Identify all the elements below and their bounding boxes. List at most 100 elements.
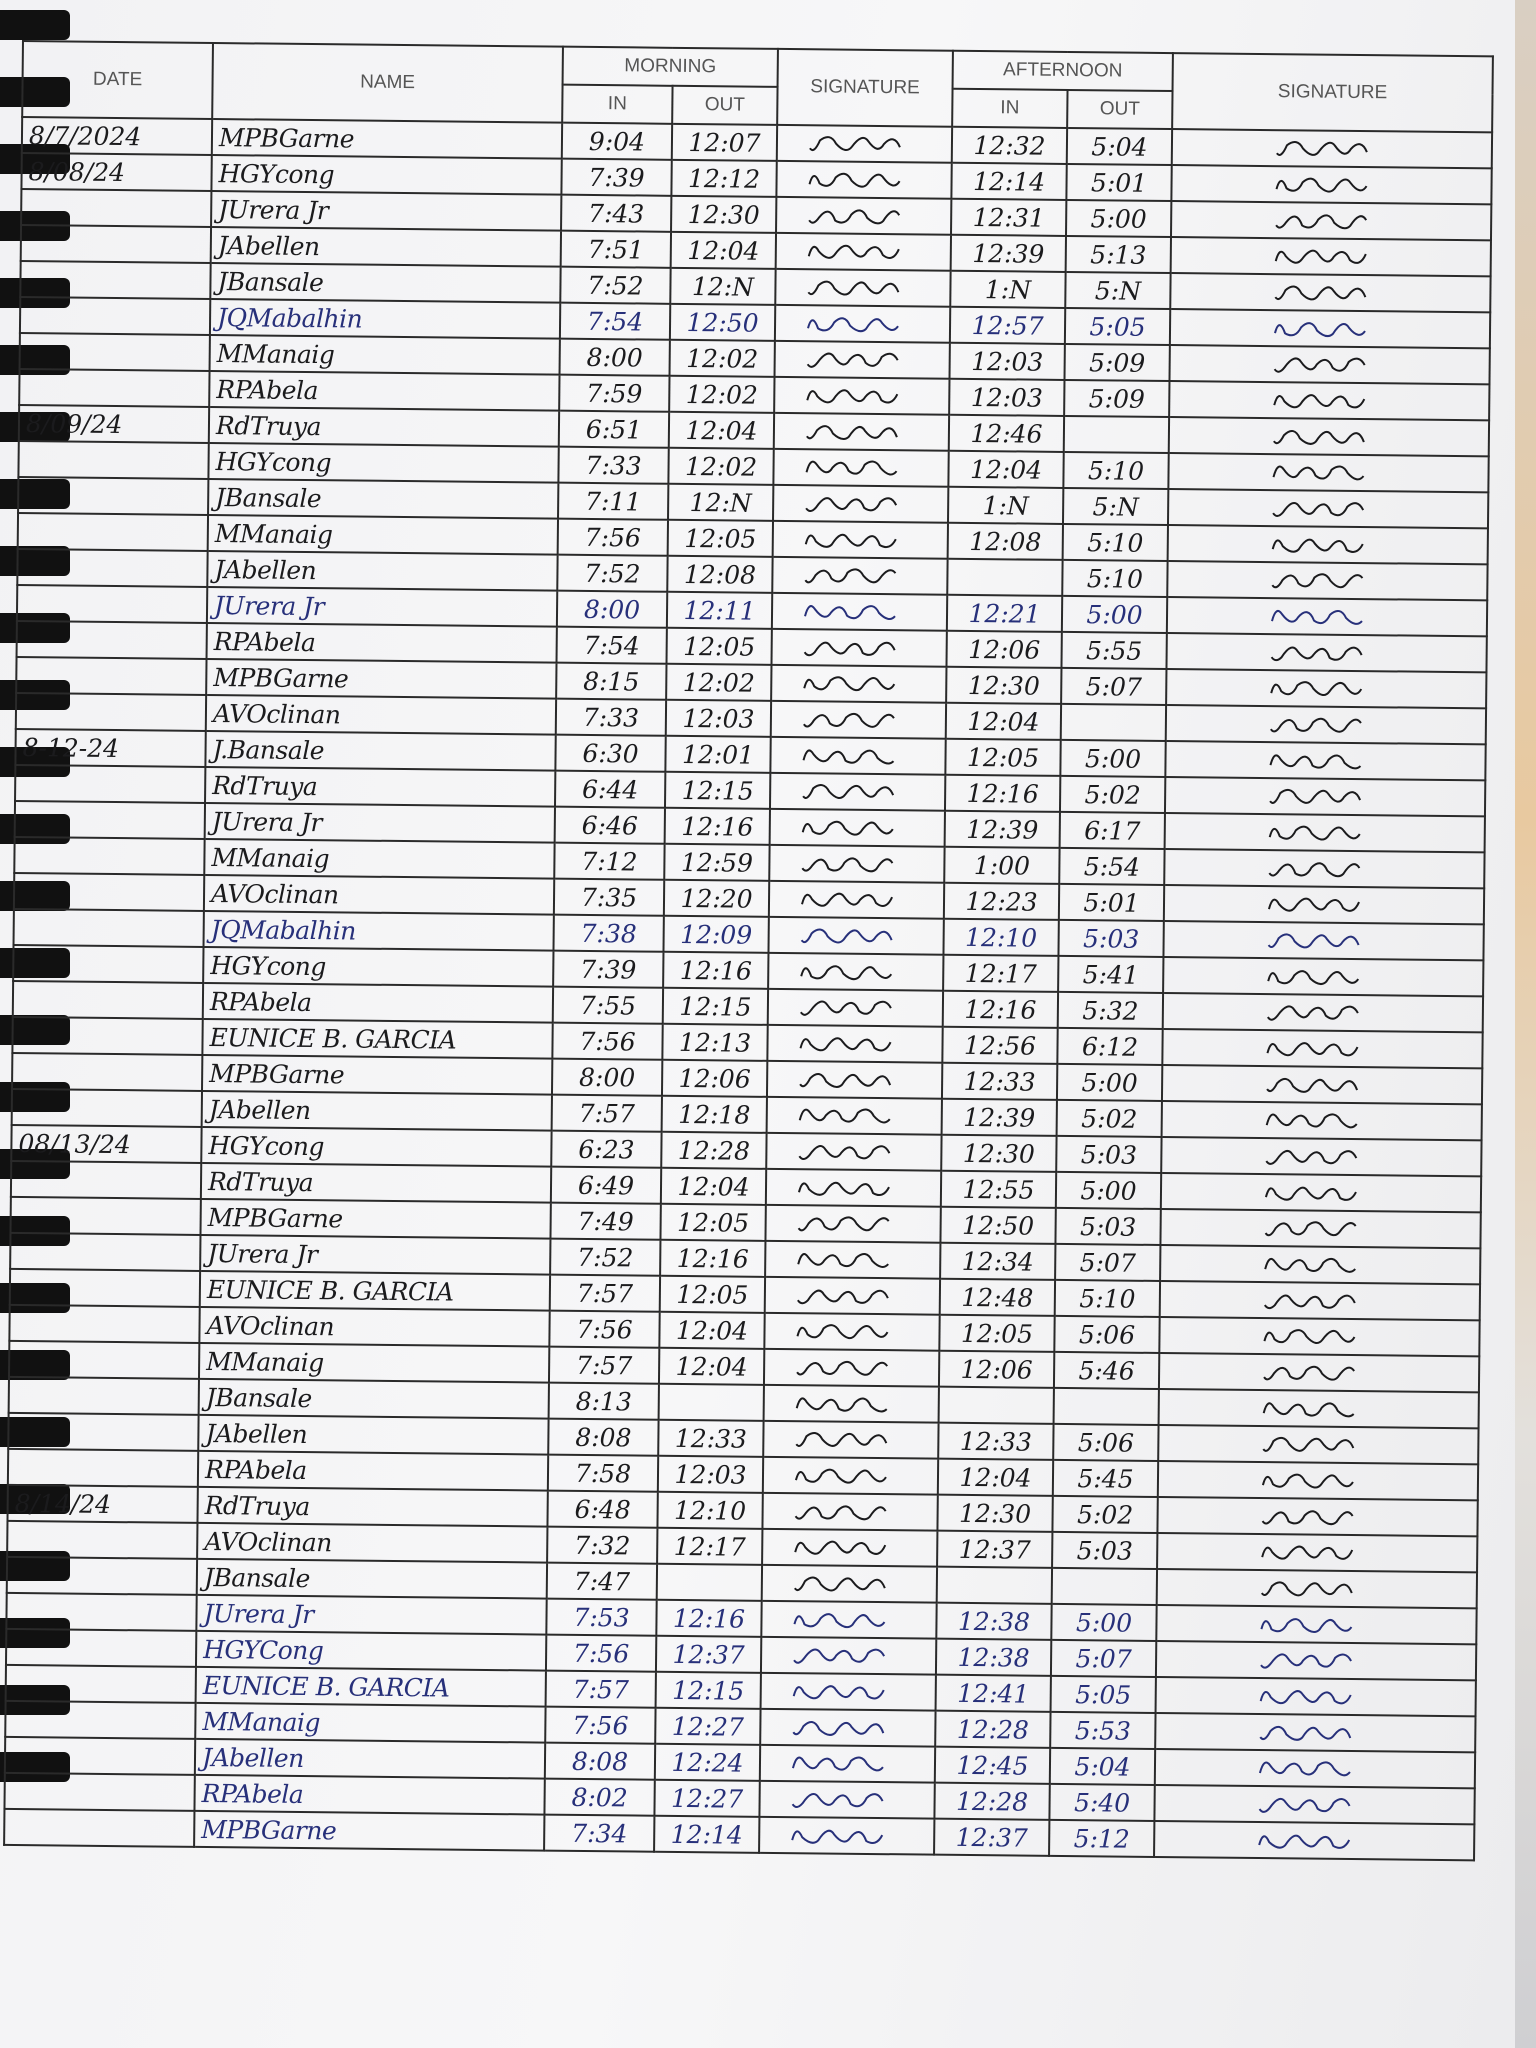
afternoon-in-cell: 12:46: [948, 414, 1065, 452]
table-row: JQMabalhin 7:38 12:09 12:10 5:03: [13, 908, 1484, 961]
afternoon-in-cell: 12:48: [939, 1278, 1056, 1316]
morning-in-cell: 7:52: [560, 266, 671, 304]
afternoon-out-cell: 5:02: [1056, 1099, 1162, 1137]
name-cell: JQMabalhin: [209, 298, 561, 339]
date-cell: [7, 1520, 198, 1559]
col-date: DATE: [22, 41, 213, 119]
date-cell: [20, 260, 211, 299]
date-cell: [11, 1088, 203, 1127]
table-row: 8/14/24 RdTruya 6:48 12:10 12:30 5:02: [7, 1484, 1478, 1537]
spiral-ring: [0, 278, 70, 308]
morning-signature: [771, 664, 947, 703]
afternoon-out-cell: 5:40: [1049, 1783, 1155, 1821]
name-cell: AVOclinan: [199, 1306, 550, 1347]
date-cell: 8-12-24: [15, 728, 206, 767]
table-row: JUrera Jr 8:00 12:11 12:21 5:00: [16, 584, 1488, 637]
morning-in-cell: 6:23: [551, 1130, 662, 1168]
morning-in-cell: 7:57: [551, 1094, 662, 1132]
afternoon-in-cell: 12:08: [947, 522, 1064, 560]
name-cell: AVOclinan: [203, 874, 555, 915]
morning-signature: [775, 232, 952, 271]
afternoon-out-cell: 5:05: [1050, 1675, 1156, 1713]
spiral-ring: [0, 77, 70, 107]
afternoon-signature: [1169, 381, 1490, 421]
morning-in-cell: 8:15: [556, 662, 667, 700]
afternoon-signature: [1161, 1136, 1482, 1177]
date-cell: [19, 368, 210, 407]
name-cell: HGYcong: [211, 154, 562, 195]
afternoon-out-cell: 5:03: [1055, 1207, 1161, 1245]
date-cell: [16, 620, 207, 659]
afternoon-signature: [1165, 741, 1486, 781]
date-cell: [13, 944, 204, 983]
afternoon-in-cell: [936, 1566, 1053, 1604]
morning-out-cell: 12:37: [655, 1635, 762, 1673]
morning-signature: [759, 1744, 936, 1783]
afternoon-out-cell: 5:32: [1057, 991, 1164, 1029]
name-cell: JBansale: [198, 1378, 549, 1419]
afternoon-in-cell: 12:39: [944, 810, 1060, 848]
table-row: JAbellen 7:52 12:08 5:10: [17, 548, 1488, 601]
attendance-table: DATE NAME MORNING SIGNATURE AFTERNOON SI…: [3, 40, 1494, 1861]
morning-out-cell: 12:16: [656, 1599, 762, 1637]
name-cell: HGYCong: [195, 1630, 547, 1671]
name-cell: JAbellen: [194, 1738, 546, 1779]
afternoon-in-cell: 12:14: [951, 162, 1067, 200]
name-cell: MManaig: [198, 1342, 550, 1383]
afternoon-signature: [1155, 1676, 1476, 1717]
col-morning-out: OUT: [672, 85, 778, 125]
date-cell: [13, 872, 205, 911]
date-cell: 8/14/24: [7, 1484, 198, 1523]
date-cell: [4, 1808, 195, 1847]
date-cell: [19, 332, 210, 371]
name-cell: HGYcong: [201, 1126, 552, 1167]
morning-in-cell: 7:57: [545, 1670, 656, 1708]
table-row: MManaig 7:56 12:27 12:28 5:53: [5, 1700, 1476, 1753]
name-cell: MManaig: [209, 334, 560, 375]
date-cell: [12, 980, 204, 1019]
table-row: 8-12-24 J.Bansale 6:30 12:01 12:05 5:00: [15, 728, 1486, 781]
log-entries: 8/7/2024 MPBGarne 9:04 12:07 12:32 5:04 8/08/2…: [4, 117, 1493, 1861]
afternoon-out-cell: 5:13: [1065, 235, 1172, 274]
morning-out-cell: 12:14: [654, 1815, 760, 1853]
table-row: JBansale 7:11 12:N 1:N 5:N: [18, 476, 1489, 529]
morning-signature: [770, 772, 946, 811]
afternoon-out-cell: 5:10: [1062, 559, 1168, 598]
name-cell: JAbellen: [201, 1090, 552, 1131]
name-cell: MPBGarne: [206, 658, 557, 699]
name-cell: MPBGarne: [200, 1198, 551, 1239]
morning-in-cell: 7:33: [558, 446, 669, 484]
name-cell: JUrera Jr: [200, 1234, 551, 1275]
afternoon-signature: [1162, 1028, 1483, 1069]
spiral-ring: [0, 814, 70, 844]
morning-in-cell: 7:57: [548, 1346, 660, 1384]
table-row: RPAbela 7:55 12:15 12:16 5:32: [12, 980, 1484, 1033]
date-cell: [8, 1412, 199, 1451]
morning-out-cell: 12:01: [665, 735, 771, 773]
spiral-ring: [0, 1618, 70, 1648]
afternoon-in-cell: 1:N: [950, 270, 1066, 308]
name-cell: JAbellen: [210, 226, 562, 267]
morning-signature: [768, 952, 944, 991]
morning-signature: [766, 1096, 942, 1135]
afternoon-out-cell: 5:07: [1050, 1639, 1157, 1677]
afternoon-out-cell: 5:10: [1062, 523, 1168, 562]
morning-out-cell: 12:12: [671, 159, 777, 197]
date-cell: [13, 908, 204, 947]
morning-out-cell: 12:17: [657, 1527, 763, 1565]
morning-signature: [768, 916, 944, 955]
afternoon-in-cell: 12:30: [937, 1494, 1053, 1532]
table-row: JBansale 8:13: [8, 1376, 1479, 1429]
morning-signature: [776, 124, 953, 163]
name-cell: MManaig: [204, 838, 555, 879]
table-row: MManaig 8:00 12:02 12:03 5:09: [19, 332, 1490, 385]
table-row: EUNICE B. GARCIA 7:57 12:15 12:41 5:05: [5, 1664, 1476, 1717]
table-row: JUrera Jr 7:53 12:16 12:38 5:00: [6, 1592, 1477, 1645]
name-cell: JBansale: [210, 262, 561, 303]
morning-out-cell: 12:04: [659, 1311, 765, 1349]
afternoon-signature: [1154, 1784, 1475, 1825]
morning-in-cell: 7:56: [557, 518, 669, 556]
afternoon-signature: [1166, 633, 1487, 673]
morning-signature: [765, 1204, 941, 1243]
afternoon-out-cell: 6:17: [1059, 811, 1165, 850]
